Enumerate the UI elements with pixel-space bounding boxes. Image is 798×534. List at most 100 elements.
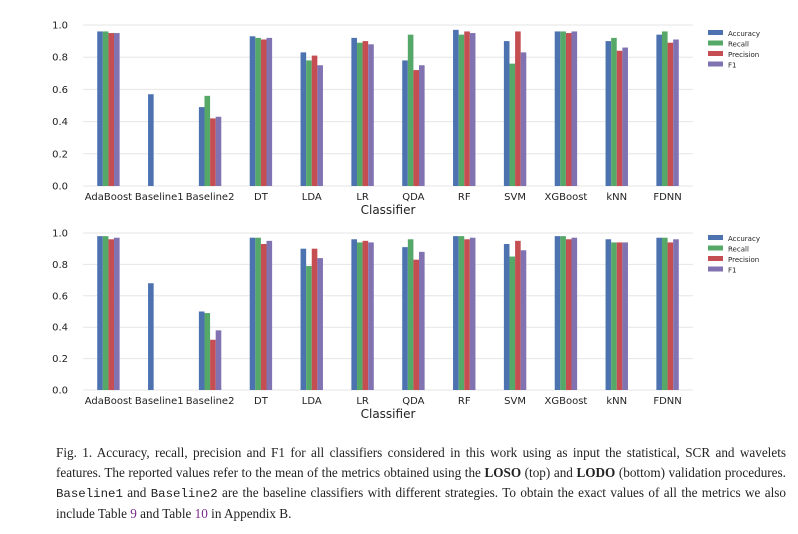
x-tick-label: SVM xyxy=(504,192,526,203)
caption-text-4: and xyxy=(122,485,151,500)
bar-f1-svm xyxy=(520,52,527,187)
bar-precision-xgboost xyxy=(565,239,572,390)
bar-f1-knn xyxy=(622,47,628,186)
x-axis-title: Classifier xyxy=(361,407,416,421)
x-tick-label: DT xyxy=(254,192,269,203)
bar-accuracy-dt xyxy=(249,237,256,390)
legend-swatch-f1 xyxy=(708,61,723,67)
caption-table10-link[interactable]: 10 xyxy=(194,506,208,521)
bar-accuracy-lda xyxy=(300,248,307,390)
bar-accuracy-baseline1 xyxy=(148,94,154,186)
bar-f1-baseline2 xyxy=(215,116,222,186)
bar-recall-dt xyxy=(255,237,261,390)
x-tick-label: XGBoost xyxy=(545,192,588,203)
caption-text-2: (top) and xyxy=(521,465,577,480)
y-tick-label: 0.4 xyxy=(52,117,68,128)
x-tick-label: AdaBoost xyxy=(85,192,132,203)
bar-accuracy-rf xyxy=(453,236,459,390)
bar-precision-knn xyxy=(616,242,623,390)
bar-recall-qda xyxy=(407,239,414,390)
legend-label-f1: F1 xyxy=(728,267,736,275)
caption-text-5: are the baseline classifiers with differ… xyxy=(56,485,786,521)
bar-recall-baseline2 xyxy=(204,95,211,186)
y-tick-label: 0.8 xyxy=(52,53,68,64)
x-tick-label: Baseline1 xyxy=(135,192,184,203)
bar-recall-svm xyxy=(509,256,516,390)
bar-precision-lr xyxy=(362,240,369,390)
bar-precision-xgboost xyxy=(565,33,572,186)
bar-accuracy-xgboost xyxy=(554,31,561,186)
legend-swatch-precision xyxy=(708,256,723,261)
x-tick-label: FDNN xyxy=(653,192,681,203)
x-tick-label: Baseline1 xyxy=(135,396,184,407)
bar-f1-fdnn xyxy=(673,39,679,186)
caption-table9-link[interactable]: 9 xyxy=(130,506,137,521)
bar-accuracy-rf xyxy=(453,29,459,186)
legend-swatch-recall xyxy=(708,245,723,251)
bar-recall-knn xyxy=(611,37,617,186)
legend-swatch-f1 xyxy=(708,266,723,272)
bar-accuracy-xgboost xyxy=(554,236,561,390)
bar-recall-lr xyxy=(356,42,363,187)
x-tick-label: LR xyxy=(356,396,369,407)
bar-recall-rf xyxy=(458,236,465,390)
bar-precision-qda xyxy=(413,70,420,186)
bar-f1-rf xyxy=(469,237,476,390)
bar-accuracy-dt xyxy=(249,36,256,186)
x-tick-label: kNN xyxy=(606,396,627,407)
bar-accuracy-baseline2 xyxy=(198,311,205,390)
bar-accuracy-lr xyxy=(351,239,357,390)
x-tick-label: DT xyxy=(254,396,269,407)
legend-swatch-recall xyxy=(708,40,723,46)
bar-precision-lda xyxy=(311,55,318,187)
bar-recall-svm xyxy=(509,63,516,186)
x-tick-label: LR xyxy=(356,192,369,203)
bar-accuracy-baseline2 xyxy=(198,107,205,186)
legend-label-precision: Precision xyxy=(728,51,759,59)
bar-f1-svm xyxy=(520,250,527,390)
x-tick-label: QDA xyxy=(402,192,424,203)
bar-f1-lr xyxy=(368,44,374,186)
caption-baseline2: Baseline2 xyxy=(150,487,218,501)
legend-label-f1: F1 xyxy=(728,62,736,70)
legend-label-recall: Recall xyxy=(728,41,749,49)
bar-accuracy-svm xyxy=(503,41,510,186)
bar-precision-baseline2 xyxy=(210,118,216,186)
bar-precision-rf xyxy=(464,31,470,186)
bar-recall-fdnn xyxy=(661,237,668,390)
bar-precision-knn xyxy=(616,50,623,187)
bar-precision-dt xyxy=(260,39,267,186)
y-tick-label: 0.2 xyxy=(52,149,68,160)
bar-precision-baseline2 xyxy=(210,339,216,390)
caption-text-7: in Appendix B. xyxy=(207,506,292,521)
bar-recall-baseline2 xyxy=(204,313,211,390)
bar-precision-svm xyxy=(515,240,521,390)
x-tick-label: RF xyxy=(458,192,471,203)
bar-precision-rf xyxy=(464,239,470,390)
legend-label-precision: Precision xyxy=(728,256,759,264)
bar-recall-adaboost xyxy=(102,31,109,186)
bar-precision-adaboost xyxy=(108,239,115,390)
legend-swatch-precision xyxy=(708,51,723,56)
x-tick-label: LDA xyxy=(302,396,322,407)
x-tick-label: Baseline2 xyxy=(186,396,235,407)
bar-accuracy-lda xyxy=(300,52,307,187)
bar-accuracy-fdnn xyxy=(656,237,662,390)
bar-recall-xgboost xyxy=(560,31,566,186)
x-tick-label: XGBoost xyxy=(545,396,588,407)
y-tick-label: 0.0 xyxy=(52,386,68,397)
bar-accuracy-knn xyxy=(605,239,612,390)
x-tick-label: kNN xyxy=(606,192,627,203)
bar-accuracy-fdnn xyxy=(656,34,662,186)
bar-accuracy-knn xyxy=(605,41,612,186)
bar-precision-adaboost xyxy=(108,33,115,186)
bar-f1-rf xyxy=(469,33,476,186)
y-tick-label: 0.0 xyxy=(52,182,68,193)
bar-recall-xgboost xyxy=(560,236,566,390)
bar-accuracy-qda xyxy=(402,247,408,390)
y-tick-label: 0.4 xyxy=(52,323,68,334)
bar-accuracy-adaboost xyxy=(97,31,103,186)
caption-text-3: (bottom) validation procedures. xyxy=(615,465,786,480)
bar-f1-dt xyxy=(266,37,273,186)
